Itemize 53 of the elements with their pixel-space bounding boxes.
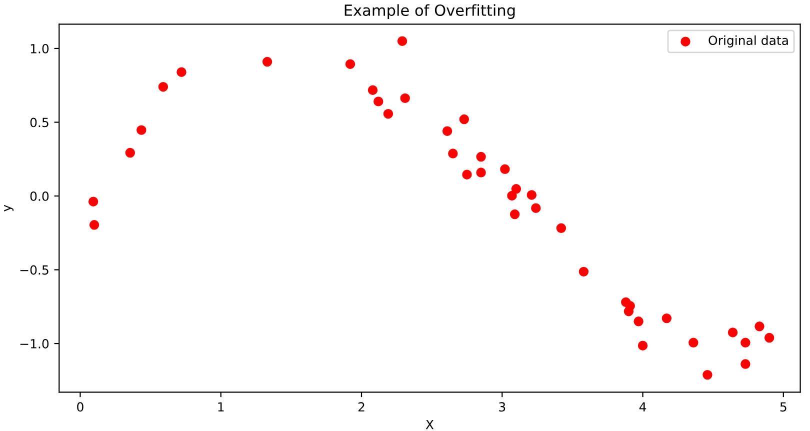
point xyxy=(507,190,517,201)
point xyxy=(459,114,470,124)
point xyxy=(754,322,764,332)
point xyxy=(158,82,168,92)
y-tick-label: 0.0 xyxy=(30,191,49,201)
point xyxy=(511,184,522,194)
x-tick-label: 0 xyxy=(77,402,84,412)
point xyxy=(125,148,136,158)
point xyxy=(764,332,774,343)
point xyxy=(476,152,486,162)
point xyxy=(136,125,146,135)
point xyxy=(578,266,589,277)
point xyxy=(526,190,537,200)
point xyxy=(556,223,566,234)
point xyxy=(740,359,750,369)
x-axis-title: X xyxy=(426,420,434,430)
point xyxy=(448,148,458,158)
x-tick-label: 4 xyxy=(639,402,646,412)
point xyxy=(662,313,672,324)
point xyxy=(89,220,100,230)
point xyxy=(368,85,378,95)
point xyxy=(638,340,648,350)
y-tick-label: −1.0 xyxy=(20,339,49,348)
point xyxy=(442,126,452,136)
point xyxy=(531,203,541,213)
y-tick-label: 0.5 xyxy=(30,118,48,128)
point xyxy=(624,306,634,316)
point xyxy=(702,370,712,380)
point xyxy=(400,93,410,104)
point xyxy=(500,164,510,174)
point xyxy=(397,36,408,46)
point xyxy=(176,67,186,77)
point xyxy=(688,338,698,348)
x-tick-label: 5 xyxy=(780,402,786,412)
y-tick-label: 1.0 xyxy=(30,44,49,54)
y-tick-label: −0.5 xyxy=(20,265,48,275)
x-tick-label: 3 xyxy=(499,402,506,412)
point xyxy=(88,196,98,206)
point xyxy=(476,168,486,178)
point xyxy=(262,56,272,67)
point xyxy=(510,209,520,220)
point xyxy=(634,316,644,326)
legend-label: Original data xyxy=(708,35,788,48)
point xyxy=(740,338,750,348)
point xyxy=(345,59,356,69)
point xyxy=(728,328,738,338)
point xyxy=(374,96,384,106)
chart-title: Example of Overfitting xyxy=(344,4,515,19)
x-tick-label: 2 xyxy=(358,402,364,412)
point xyxy=(462,170,472,180)
y-axis-title: y xyxy=(4,204,14,212)
point xyxy=(383,108,394,119)
x-tick-label: 1 xyxy=(218,402,224,412)
